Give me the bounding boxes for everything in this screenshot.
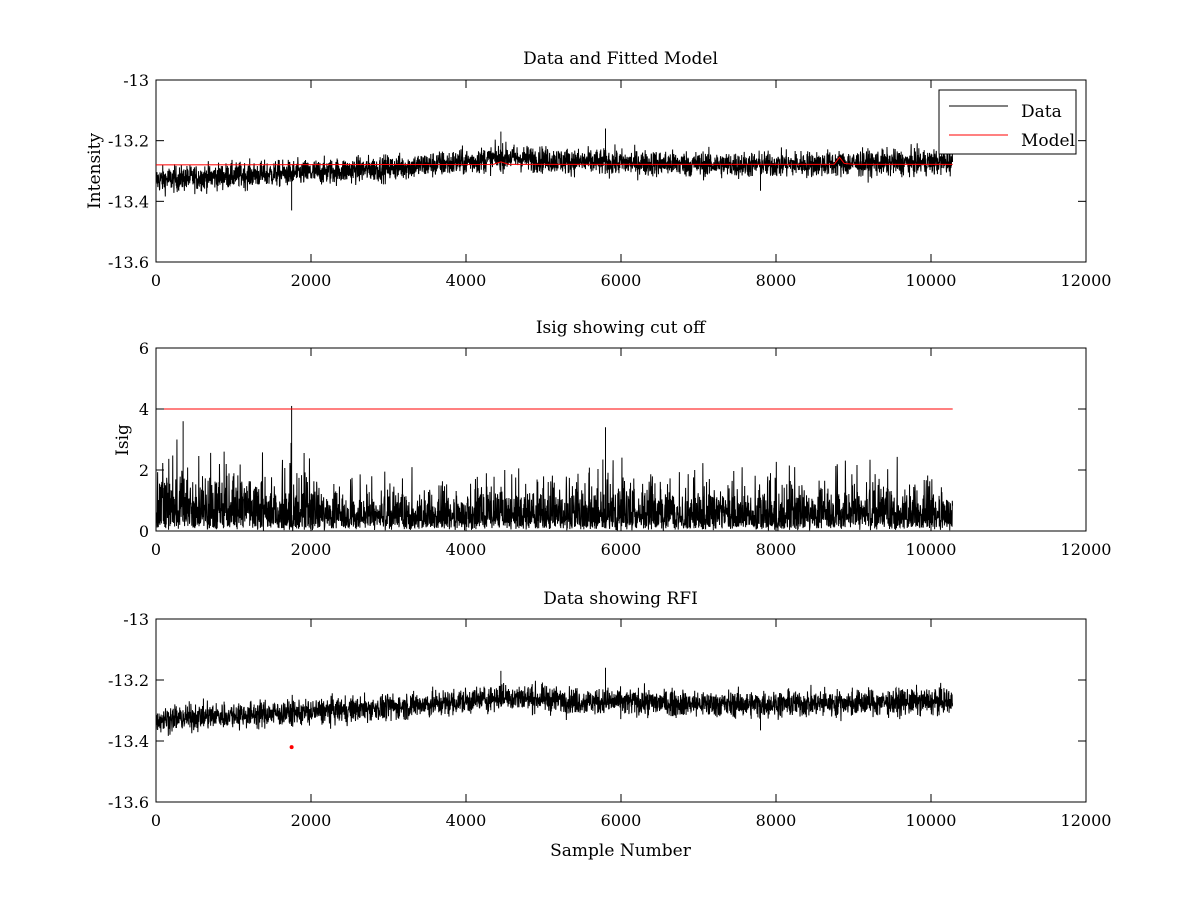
series-isig (156, 439, 954, 531)
y-tick-label: 2 (139, 461, 149, 480)
subplot-data-showing-rfi: Data showing RFI 0 2000 4000 6000 8000 10000 1… (108, 589, 1111, 861)
x-tick-label: 2000 (291, 540, 332, 559)
x-tick-label: 6000 (601, 811, 642, 830)
y-tick-label: -13 (123, 610, 149, 629)
axis-ticks: 0 2000 4000 6000 8000 10000 12000 -13 -13.2 -13.4… (108, 71, 1111, 290)
y-axis-label: Isig (113, 424, 133, 456)
series-model-line (156, 156, 953, 166)
x-tick-label: 12000 (1061, 271, 1112, 290)
axes-frame (155, 79, 1087, 263)
plot-area (156, 128, 954, 211)
x-tick-label: 10000 (906, 540, 957, 559)
subplot-isig-showing-cut-off: Isig showing cut off 0 2000 4000 6000 8000 10… (113, 318, 1111, 559)
x-tick-label: 6000 (601, 540, 642, 559)
y-axis-label: Intensity (85, 133, 105, 209)
x-tick-label: 0 (151, 811, 161, 830)
plot-area (156, 405, 954, 531)
x-tick-label: 8000 (756, 540, 797, 559)
chart-title: Isig showing cut off (536, 318, 707, 338)
x-tick-label: 6000 (601, 271, 642, 290)
legend-label-model: Model (1021, 131, 1075, 151)
subplot-data-and-fitted-model: Data and Fitted Model 0 2000 4000 6000 8000 1… (85, 49, 1111, 290)
plot-area (156, 667, 954, 750)
x-tick-label: 0 (151, 271, 161, 290)
y-tick-label: -13.6 (108, 793, 149, 812)
y-tick-label: 4 (139, 400, 149, 419)
y-tick-label: -13.2 (108, 132, 149, 151)
chart-title: Data and Fitted Model (523, 49, 718, 69)
legend-box (938, 89, 1077, 155)
series-data (156, 680, 954, 736)
x-tick-label: 4000 (446, 540, 487, 559)
y-tick-label: -13.4 (108, 192, 149, 211)
axis-ticks: 0 2000 4000 6000 8000 10000 12000 0 2 4 6 (139, 339, 1112, 559)
y-tick-label: 6 (139, 339, 149, 358)
x-tick-label: 8000 (756, 271, 797, 290)
legend-label-data: Data (1021, 102, 1062, 122)
axis-ticks: 0 2000 4000 6000 8000 10000 12000 -13 -13.2 -13.4… (108, 610, 1111, 830)
x-tick-label: 2000 (291, 271, 332, 290)
x-tick-label: 10000 (906, 271, 957, 290)
x-tick-label: 4000 (446, 811, 487, 830)
x-tick-label: 12000 (1061, 811, 1112, 830)
x-tick-label: 10000 (906, 811, 957, 830)
y-tick-label: -13 (123, 71, 149, 90)
x-tick-label: 8000 (756, 811, 797, 830)
x-tick-label: 4000 (446, 271, 487, 290)
x-tick-label: 2000 (291, 811, 332, 830)
x-tick-label: 12000 (1061, 540, 1112, 559)
y-tick-label: -13.4 (108, 732, 149, 751)
y-tick-label: -13.2 (108, 671, 149, 690)
series-rfi-marker (289, 745, 294, 750)
x-axis-label: Sample Number (550, 841, 692, 861)
chart-title: Data showing RFI (543, 589, 698, 609)
series-data (156, 139, 954, 197)
y-tick-label: 0 (139, 522, 149, 541)
y-tick-label: -13.6 (108, 253, 149, 272)
legend: Data Model (938, 89, 1077, 155)
x-tick-label: 0 (151, 540, 161, 559)
